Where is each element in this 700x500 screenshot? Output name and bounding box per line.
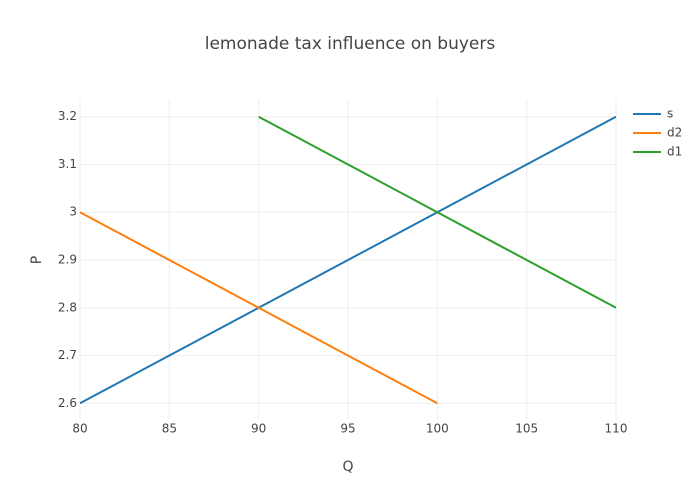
y-axis-title: P [29,256,45,264]
y-tick-label: 2.7 [58,348,77,362]
x-axis-title: Q [342,459,353,475]
chart-title: lemonade tax influence on buyers [205,34,496,54]
x-tick-label: 100 [426,422,449,436]
x-tick-label: 80 [72,422,87,436]
line [79,115,617,405]
line [79,211,438,405]
x-tick-label: 90 [251,422,266,436]
y-tick-label: 2.9 [58,253,77,267]
y-tick-label: 3 [69,205,77,219]
legend-label: d2 [667,126,682,140]
y-tick-label: 2.8 [58,300,77,314]
y-tick-label: 2.6 [58,396,77,410]
x-tick-label: 110 [605,422,628,436]
line [258,115,617,309]
legend-label: d1 [667,145,682,159]
x-tick-label: 95 [340,422,355,436]
legend-label: s [667,107,673,121]
x-tick-label: 85 [162,422,177,436]
x-tick-label: 105 [515,422,538,436]
y-tick-label: 3.1 [58,157,77,171]
y-tick-label: 3.2 [58,109,77,123]
